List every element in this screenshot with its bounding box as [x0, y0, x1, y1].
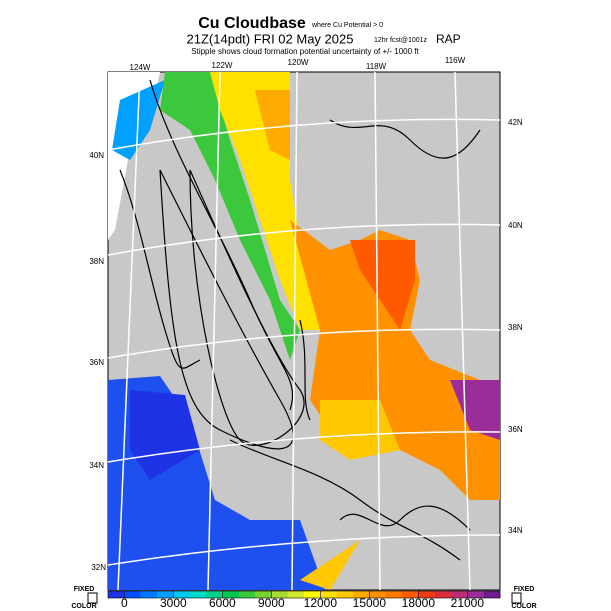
- colorbar-bin: [369, 591, 386, 598]
- colorbar-bin: [451, 591, 468, 598]
- lon-label: 124W: [130, 63, 151, 72]
- lat-label: 38N: [508, 323, 523, 332]
- colorbar-tick-label: 9000: [258, 596, 285, 610]
- lat-label: 42N: [508, 118, 523, 127]
- colorbar-bin: [108, 591, 125, 598]
- colorbar-bin: [255, 591, 272, 598]
- corner-label: FIXED: [514, 586, 535, 593]
- colorbar-bin: [124, 591, 141, 598]
- colorbar-bin: [238, 591, 256, 598]
- colorbar-bin: [271, 591, 288, 598]
- colorbar-tick-label: 12000: [304, 596, 338, 610]
- colorbar-bin: [353, 591, 370, 598]
- colorbar-bin: [320, 591, 337, 598]
- colorbar-bin: [483, 591, 501, 598]
- colorbar-tick-label: 15000: [353, 596, 387, 610]
- subtitle: Stipple shows cloud formation potential …: [191, 47, 419, 56]
- lat-label: 40N: [89, 151, 104, 160]
- title-note: where Cu Potential > 0: [311, 22, 383, 29]
- lon-label: 118W: [366, 62, 387, 71]
- colorbar-frame: [107, 590, 501, 599]
- valid-time: 21Z(14pdt) FRI 02 May 2025: [187, 31, 354, 46]
- colorbar-bin: [206, 591, 223, 598]
- lon-label: 116W: [445, 56, 466, 65]
- colorbar-bin: [173, 591, 190, 598]
- colorbar-bin: [157, 591, 174, 598]
- lon-label: 120W: [288, 58, 309, 67]
- colorbar-tick-label: 6000: [209, 596, 236, 610]
- model: RAP: [436, 32, 461, 46]
- lon-label: 122W: [212, 61, 233, 70]
- colorbar-bin: [434, 591, 452, 598]
- colorbar-bin: [385, 591, 403, 598]
- lat-label: 40N: [508, 221, 523, 230]
- colorbar-tick-label: 18000: [402, 596, 436, 610]
- colorbar-bin: [222, 591, 239, 598]
- corner-label: COLOR: [71, 603, 96, 610]
- corner-label: COLOR: [511, 603, 536, 610]
- colorbar-tick-label: 21000: [451, 596, 485, 610]
- colorbar-tick-label: 0: [121, 596, 128, 610]
- colorbar-tick-label: 3000: [160, 596, 187, 610]
- colorbar-bin: [336, 591, 354, 598]
- colorbar: 0 3000 6000 9000 12000 15000 18000 21000: [107, 590, 501, 610]
- lat-label: 36N: [508, 425, 523, 434]
- title: Cu Cloudbase: [198, 15, 306, 32]
- colorbar-bin: [467, 591, 484, 598]
- colorbar-bin: [140, 591, 158, 598]
- lat-label: 32N: [91, 563, 106, 572]
- colorbar-bin: [304, 591, 321, 598]
- colorbar-bin: [287, 591, 305, 598]
- colorbar-bin: [402, 591, 419, 598]
- corner-label: FIXED: [74, 586, 95, 593]
- lat-label: 36N: [89, 358, 104, 367]
- map-area: [107, 71, 501, 591]
- lat-label: 38N: [89, 257, 104, 266]
- forecast: 12hr fcst@1001z: [374, 37, 428, 44]
- colorbar-bin: [418, 591, 435, 598]
- lat-label: 34N: [89, 461, 104, 470]
- colorbar-bin: [189, 591, 207, 598]
- lat-label: 34N: [508, 526, 523, 535]
